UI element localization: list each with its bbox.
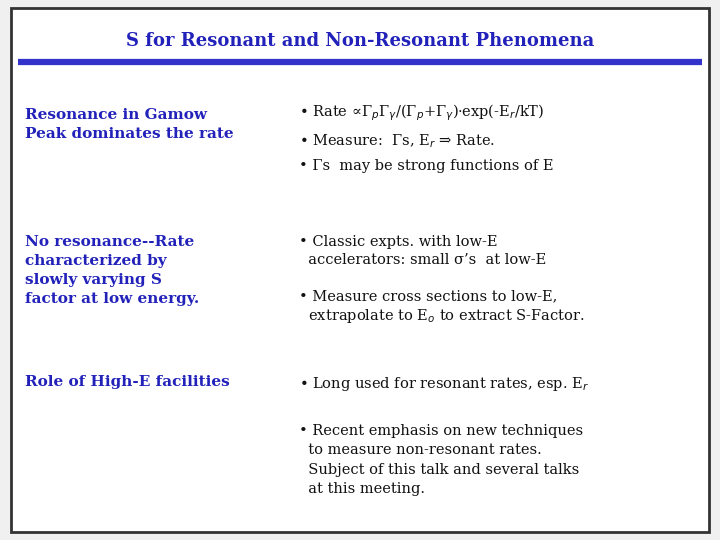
- Text: Resonance in Gamow
Peak dominates the rate: Resonance in Gamow Peak dominates the ra…: [25, 108, 234, 141]
- Text: • Measure:  Γs, E$_r$ ⇒ Rate.: • Measure: Γs, E$_r$ ⇒ Rate.: [299, 132, 495, 150]
- FancyBboxPatch shape: [11, 8, 709, 532]
- Text: • Measure cross sections to low-E,
  extrapolate to E$_o$ to extract S-Factor.: • Measure cross sections to low-E, extra…: [299, 289, 585, 326]
- Text: • Long used for resonant rates, esp. E$_r$: • Long used for resonant rates, esp. E$_…: [299, 375, 589, 393]
- Text: • Classic expts. with low-E
  accelerators: small σ’s  at low-E: • Classic expts. with low-E accelerators…: [299, 235, 546, 267]
- Text: • Rate ∝Γ$_p$Γ$_\gamma$/(Γ$_p$+Γ$_\gamma$)·exp(-E$_r$/kT): • Rate ∝Γ$_p$Γ$_\gamma$/(Γ$_p$+Γ$_\gamma…: [299, 103, 544, 123]
- Text: • Recent emphasis on new techniques
  to measure non-resonant rates.
  Subject o: • Recent emphasis on new techniques to m…: [299, 424, 583, 496]
- Text: Role of High-E facilities: Role of High-E facilities: [25, 375, 230, 389]
- Text: • Γs  may be strong functions of E: • Γs may be strong functions of E: [299, 159, 553, 173]
- Text: No resonance--Rate
characterized by
slowly varying S
factor at low energy.: No resonance--Rate characterized by slow…: [25, 235, 199, 306]
- Text: S for Resonant and Non-Resonant Phenomena: S for Resonant and Non-Resonant Phenomen…: [126, 31, 594, 50]
